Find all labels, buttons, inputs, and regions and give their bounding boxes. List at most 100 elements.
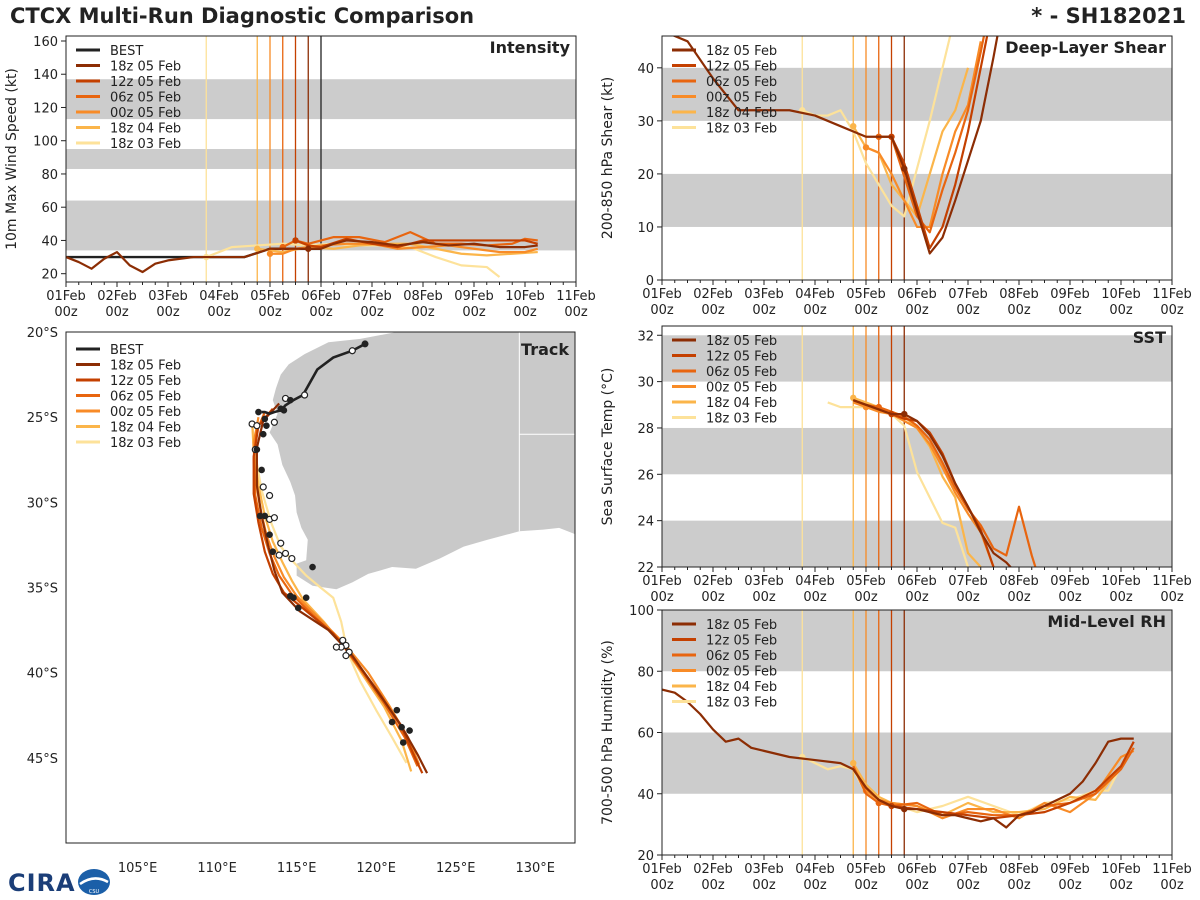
track-xtick-label: 115°E — [277, 861, 317, 876]
rh-xtick-hour: 00z — [803, 878, 827, 893]
track-legend-label: 12z 05 Feb — [110, 374, 181, 389]
rh-xtick-hour: 00z — [1058, 878, 1082, 893]
intensity-panel: 01Feb00z02Feb00z03Feb00z04Feb00z05Feb00z… — [4, 35, 596, 320]
sst-ytick-label: 26 — [637, 468, 654, 483]
intensity-xtick-hour: 00z — [258, 305, 282, 320]
shear-xtick-hour: 00z — [1160, 303, 1184, 318]
shear-series-line — [878, 36, 986, 234]
sst-xtick-hour: 00z — [650, 590, 674, 605]
rh-xtick-hour: 00z — [1007, 878, 1031, 893]
track-ytick-label: 20°S — [27, 326, 58, 341]
track-marker-white — [270, 418, 278, 426]
intensity-title: Intensity — [490, 38, 571, 57]
rh-xtick-label: 11Feb — [1152, 862, 1192, 877]
logo-small-text: CSU — [89, 889, 100, 895]
shear-xtick-label: 06Feb — [897, 287, 937, 302]
shear-series-line — [801, 36, 952, 218]
rh-init-marker — [901, 805, 908, 813]
track-marker-white — [277, 539, 285, 547]
rh-ytick-label: 60 — [637, 727, 654, 742]
figure-title: CTCX Multi-Run Diagnostic Comparison — [10, 4, 475, 28]
track-legend-label: BEST — [110, 343, 143, 358]
track-marker-white — [275, 551, 283, 559]
shear-xtick-label: 10Feb — [1101, 287, 1141, 302]
sst-band — [662, 335, 1172, 382]
track-marker-black — [266, 531, 273, 538]
sst-xtick-hour: 00z — [1058, 590, 1082, 605]
sst-panel: 01Feb00z02Feb00z03Feb00z04Feb00z05Feb00z… — [600, 325, 1192, 605]
track-marker-black — [261, 415, 269, 423]
track-marker-black — [258, 466, 265, 474]
intensity-xtick-hour: 00z — [513, 305, 537, 320]
rh-xtick-label: 06Feb — [897, 862, 937, 877]
shear-xtick-hour: 00z — [854, 303, 878, 318]
intensity-xtick-label: 02Feb — [97, 289, 137, 304]
rh-series-line — [852, 762, 1122, 817]
track-marker-black — [269, 548, 277, 556]
intensity-init-marker — [254, 245, 261, 252]
rh-xtick-label: 05Feb — [846, 862, 886, 877]
intensity-legend-label: 18z 03 Feb — [110, 137, 181, 152]
track-marker-black — [399, 739, 407, 746]
rh-ytick-label: 20 — [637, 849, 654, 864]
sst-legend-label: 18z 04 Feb — [706, 396, 777, 411]
rh-xtick-hour: 00z — [905, 878, 929, 893]
track-marker-black — [393, 706, 401, 714]
rh-init-marker — [850, 759, 857, 767]
track-legend-label: 18z 03 Feb — [110, 436, 181, 451]
shear-ytick-label: 40 — [637, 62, 654, 77]
track-title: Track — [521, 340, 569, 359]
rh-xtick-label: 01Feb — [642, 862, 682, 877]
shear-xtick-label: 08Feb — [999, 287, 1039, 302]
shear-title: Deep-Layer Shear — [1005, 38, 1166, 57]
sst-legend-label: 12z 05 Feb — [706, 350, 777, 365]
sst-xtick-hour: 00z — [1007, 590, 1031, 605]
intensity-ytick-label: 160 — [33, 35, 58, 50]
sst-series-line — [852, 401, 995, 567]
shear-ytick-label: 30 — [637, 115, 654, 130]
rh-xtick-hour: 00z — [650, 878, 674, 893]
intensity-xtick-label: 03Feb — [148, 289, 188, 304]
track-forecast-line — [251, 423, 408, 764]
shear-ytick-label: 10 — [637, 221, 654, 236]
rh-plot-area — [662, 610, 1172, 855]
intensity-legend-label: 18z 04 Feb — [110, 122, 181, 137]
track-panel: 105°E 110°E 115°E 120°E 125°E 130°E 20°S 25°S 30… — [27, 326, 576, 876]
intensity-ytick-label: 60 — [41, 201, 58, 216]
shear-xtick-label: 09Feb — [1050, 287, 1090, 302]
intensity-xtick-label: 01Feb — [46, 289, 86, 304]
track-marker-white — [300, 391, 309, 399]
rh-xtick-hour: 00z — [854, 878, 878, 893]
rh-xtick-label: 02Feb — [693, 862, 733, 877]
sst-xtick-label: 02Feb — [693, 574, 733, 589]
sst-xtick-hour: 00z — [752, 590, 776, 605]
track-ytick-label: 35°S — [27, 582, 58, 597]
intensity-xtick-hour: 00z — [207, 305, 231, 320]
track-forecast-line — [251, 420, 413, 772]
intensity-xtick-hour: 00z — [156, 305, 180, 320]
intensity-legend-label: 00z 05 Feb — [110, 106, 181, 121]
shear-xtick-hour: 00z — [803, 303, 827, 318]
track-ytick-label: 45°S — [27, 752, 58, 767]
rh-xtick-hour: 00z — [1109, 878, 1133, 893]
track-legend-label: 00z 05 Feb — [110, 405, 181, 420]
sst-xtick-hour: 00z — [854, 590, 878, 605]
shear-xtick-hour: 00z — [701, 303, 725, 318]
shear-xtick-hour: 00z — [1109, 303, 1133, 318]
rh-xtick-label: 03Feb — [744, 862, 784, 877]
shear-xtick-label: 07Feb — [948, 287, 988, 302]
sst-band — [662, 520, 1172, 567]
track-marker-black — [302, 594, 310, 602]
shear-xtick-label: 02Feb — [693, 287, 733, 302]
track-xtick-label: 130°E — [515, 861, 555, 876]
track-marker-black — [259, 430, 267, 438]
sst-xtick-hour: 00z — [1160, 590, 1184, 605]
sst-band — [662, 427, 1172, 475]
sst-xtick-label: 04Feb — [795, 574, 835, 589]
rh-xtick-hour: 00z — [701, 878, 725, 893]
shear-legend-label: 00z 05 Feb — [706, 91, 777, 106]
shear-legend-label: 12z 05 Feb — [706, 60, 777, 75]
rh-band — [662, 610, 1172, 672]
shear-init-marker — [850, 122, 857, 130]
